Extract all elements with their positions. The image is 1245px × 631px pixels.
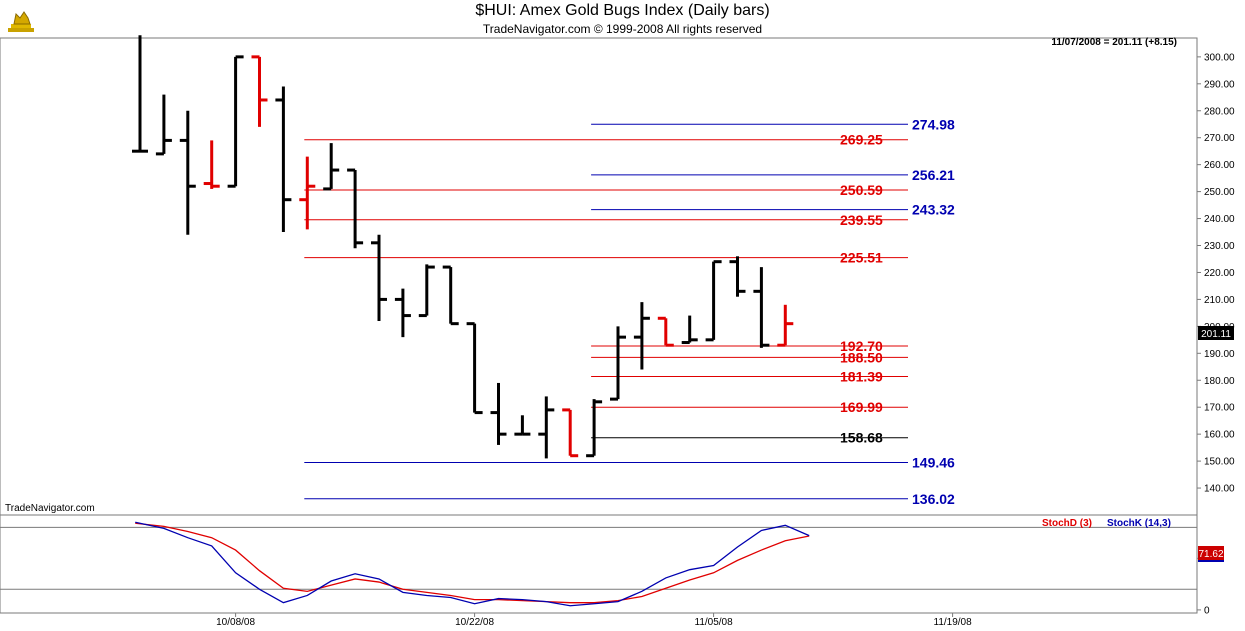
ohlc-bar [132,35,148,153]
price-info-label: 11/07/2008 = 201.11 (+8.15) [1051,37,1177,48]
level-label: 188.50 [840,349,883,365]
ohlc-bar [394,288,411,338]
ohlc-bar [275,86,292,233]
ohlc-bar [562,408,579,458]
y-tick-label: 160.00 [1204,430,1235,441]
stoch-last-label: 71.62 [1198,549,1223,560]
stoch-series-line [135,522,810,604]
x-tick-label: 10/22/08 [455,617,494,628]
ohlc-bar [514,415,531,436]
ohlc-bar [155,94,172,156]
level-label: 274.98 [912,116,955,132]
level-label: 269.25 [840,132,883,148]
level-label: 136.02 [912,491,955,507]
ohlc-bar [777,304,794,347]
level-label: 181.39 [840,369,883,385]
ohlc-bar [442,265,459,326]
ohlc-bar [179,110,196,235]
last-price-label: 201.11 [1201,329,1231,340]
ohlc-bar [586,399,603,458]
y-tick-label: 250.00 [1204,187,1235,198]
level-label: 225.51 [840,250,883,266]
stoch-y-tick-label: 0 [1204,605,1210,616]
price-panel [0,37,1198,516]
level-label: 239.55 [840,212,883,228]
y-tick-label: 240.00 [1204,214,1235,225]
y-tick-label: 180.00 [1204,376,1235,387]
ohlc-bar [705,260,722,342]
watermark-label: TradeNavigator.com [5,503,95,514]
y-tick-label: 170.00 [1204,403,1235,414]
level-label: 250.59 [840,182,883,198]
ohlc-bar [466,322,483,415]
level-label: 192.70 [840,338,883,354]
x-tick-label: 11/05/08 [695,617,734,628]
stoch-panel [0,514,1198,614]
level-label: 169.99 [840,399,883,415]
ohlc-bar [610,326,626,401]
ohlc-bar [418,264,435,318]
ohlc-bar [203,140,220,189]
y-tick-label: 280.00 [1204,106,1235,117]
x-tick-label: 11/19/08 [934,617,973,628]
ohlc-bar [347,168,364,249]
ohlc-bar [538,396,555,459]
last-price-badge [1198,326,1234,340]
bull-bear-logo-icon [8,11,34,32]
y-tick-label: 290.00 [1204,79,1235,90]
y-tick-label: 300.00 [1204,52,1235,63]
y-tick-label: 220.00 [1204,268,1235,279]
level-label: 158.68 [840,430,883,446]
date-axis-strip [0,613,1197,631]
ohlc-bar [657,316,674,347]
ohlc-bar [633,302,650,370]
ohlc-bar [753,267,770,348]
ohlc-bar [371,234,387,321]
ohlc-bar [681,315,698,345]
y-tick-label: 150.00 [1204,457,1235,468]
y-tick-label: 190.00 [1204,349,1235,360]
y-tick-label: 140.00 [1204,484,1235,495]
level-label: 243.32 [912,202,955,218]
chart-subtitle: TradeNavigator.com © 1999-2008 All right… [482,22,763,36]
ohlc-bar [729,256,746,297]
ohlc-bar [251,55,268,127]
stoch-last-badge [1198,546,1224,560]
level-label: 256.21 [912,167,955,183]
y-tick-label: 230.00 [1204,241,1235,252]
legend-stochd: StochD (3) [1042,518,1092,529]
level-label: 149.46 [912,455,955,471]
y-tick-label: 260.00 [1204,160,1235,171]
ohlc-bar [323,143,340,191]
stoch-series-line [135,521,810,607]
chart-header: $HUI: Amex Gold Bugs Index (Daily bars) … [0,0,1245,38]
ohlc-bar [490,382,507,445]
legend-stochk: StochK (14,3) [1107,518,1171,529]
chart-title: $HUI: Amex Gold Bugs Index (Daily bars) [475,2,770,19]
y-tick-label: 210.00 [1204,295,1235,306]
ohlc-bar [227,55,244,188]
x-tick-label: 10/08/08 [216,617,255,628]
y-tick-label: 270.00 [1204,133,1235,144]
ohlc-bar [299,156,316,230]
